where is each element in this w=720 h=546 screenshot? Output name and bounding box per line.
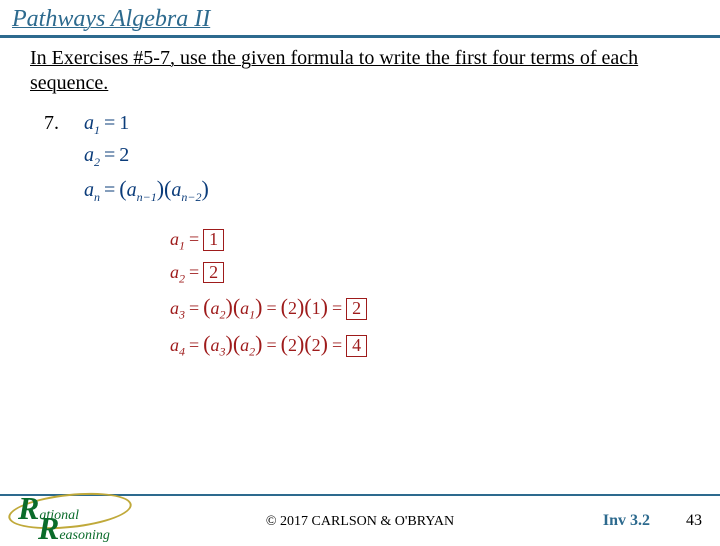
formula-sub: n−2 bbox=[181, 190, 201, 204]
formula-line-3: an=(an−1)(an−2) bbox=[84, 176, 209, 205]
formula-var: a bbox=[127, 179, 137, 201]
formula-value: 1 bbox=[119, 112, 129, 134]
sol-var: a bbox=[170, 262, 179, 282]
answer-box: 4 bbox=[346, 335, 367, 357]
open-paren: ( bbox=[304, 294, 311, 319]
open-paren: ( bbox=[281, 294, 288, 319]
equals-sign: = bbox=[262, 335, 280, 355]
formula-sub: n−1 bbox=[137, 190, 157, 204]
solution-line-2: a2=2 bbox=[170, 262, 720, 287]
solution-block: a1=1 a2=2 a3=(a2)(a1)=(2)(1)=2 a4=(a3)(a… bbox=[0, 211, 720, 359]
formula-var: a bbox=[84, 144, 94, 166]
solution-line-4: a4=(a3)(a2)=(2)(2)=4 bbox=[170, 331, 720, 360]
problem-number: 7. bbox=[44, 112, 80, 135]
logo-letter: R bbox=[18, 494, 39, 523]
equals-sign: = bbox=[100, 144, 119, 166]
equals-sign: = bbox=[185, 298, 203, 318]
investigation-label: Inv 3.2 bbox=[603, 512, 650, 530]
sol-var: a bbox=[240, 335, 249, 355]
close-paren: ) bbox=[225, 294, 232, 319]
open-paren: ( bbox=[281, 331, 288, 356]
header: Pathways Algebra II bbox=[0, 0, 720, 38]
answer-box: 2 bbox=[203, 262, 224, 284]
formula-line-2: a2=2 bbox=[84, 144, 209, 170]
equals-sign: = bbox=[185, 229, 203, 249]
equals-sign: = bbox=[100, 112, 119, 134]
close-paren: ) bbox=[321, 294, 328, 319]
logo-text: Rational Reasoning bbox=[18, 494, 79, 523]
instructions-text: In Exercises #5-7, use the given formula… bbox=[0, 38, 720, 100]
formula-var: a bbox=[84, 179, 94, 201]
copyright-text: © 2017 CARLSON & O'BRYAN bbox=[266, 514, 454, 530]
close-paren: ) bbox=[157, 176, 164, 201]
logo-word-2: easoning bbox=[59, 530, 110, 543]
close-paren: ) bbox=[201, 176, 208, 201]
formula-block: a1=1 a2=2 an=(an−1)(an−2) bbox=[84, 112, 209, 211]
course-title: Pathways Algebra II bbox=[12, 6, 210, 32]
open-paren: ( bbox=[119, 176, 126, 201]
sol-num: 2 bbox=[288, 335, 297, 355]
equals-sign: = bbox=[328, 298, 346, 318]
answer-box: 2 bbox=[346, 298, 367, 320]
footer: Rational Reasoning © 2017 CARLSON & O'BR… bbox=[0, 494, 720, 540]
equals-sign: = bbox=[100, 179, 119, 201]
equals-sign: = bbox=[185, 335, 203, 355]
answer-box: 1 bbox=[203, 229, 224, 251]
equals-sign: = bbox=[328, 335, 346, 355]
formula-var: a bbox=[84, 112, 94, 134]
solution-line-1: a1=1 bbox=[170, 229, 720, 254]
close-paren: ) bbox=[321, 331, 328, 356]
sol-num: 2 bbox=[312, 335, 321, 355]
open-paren: ( bbox=[304, 331, 311, 356]
sol-var: a bbox=[240, 298, 249, 318]
sol-var: a bbox=[170, 298, 179, 318]
logo: Rational Reasoning bbox=[8, 488, 148, 538]
solution-line-3: a3=(a2)(a1)=(2)(1)=2 bbox=[170, 294, 720, 323]
close-paren: ) bbox=[225, 331, 232, 356]
problem-block: 7. a1=1 a2=2 an=(an−1)(an−2) bbox=[0, 100, 720, 211]
formula-value: 2 bbox=[119, 144, 129, 166]
sol-num: 2 bbox=[288, 298, 297, 318]
logo-letter: R bbox=[38, 514, 59, 543]
page-number: 43 bbox=[686, 512, 702, 530]
formula-var: a bbox=[171, 179, 181, 201]
equals-sign: = bbox=[185, 262, 203, 282]
equals-sign: = bbox=[262, 298, 280, 318]
formula-line-1: a1=1 bbox=[84, 112, 209, 138]
sol-var: a bbox=[170, 229, 179, 249]
sol-num: 1 bbox=[312, 298, 321, 318]
sol-var: a bbox=[170, 335, 179, 355]
